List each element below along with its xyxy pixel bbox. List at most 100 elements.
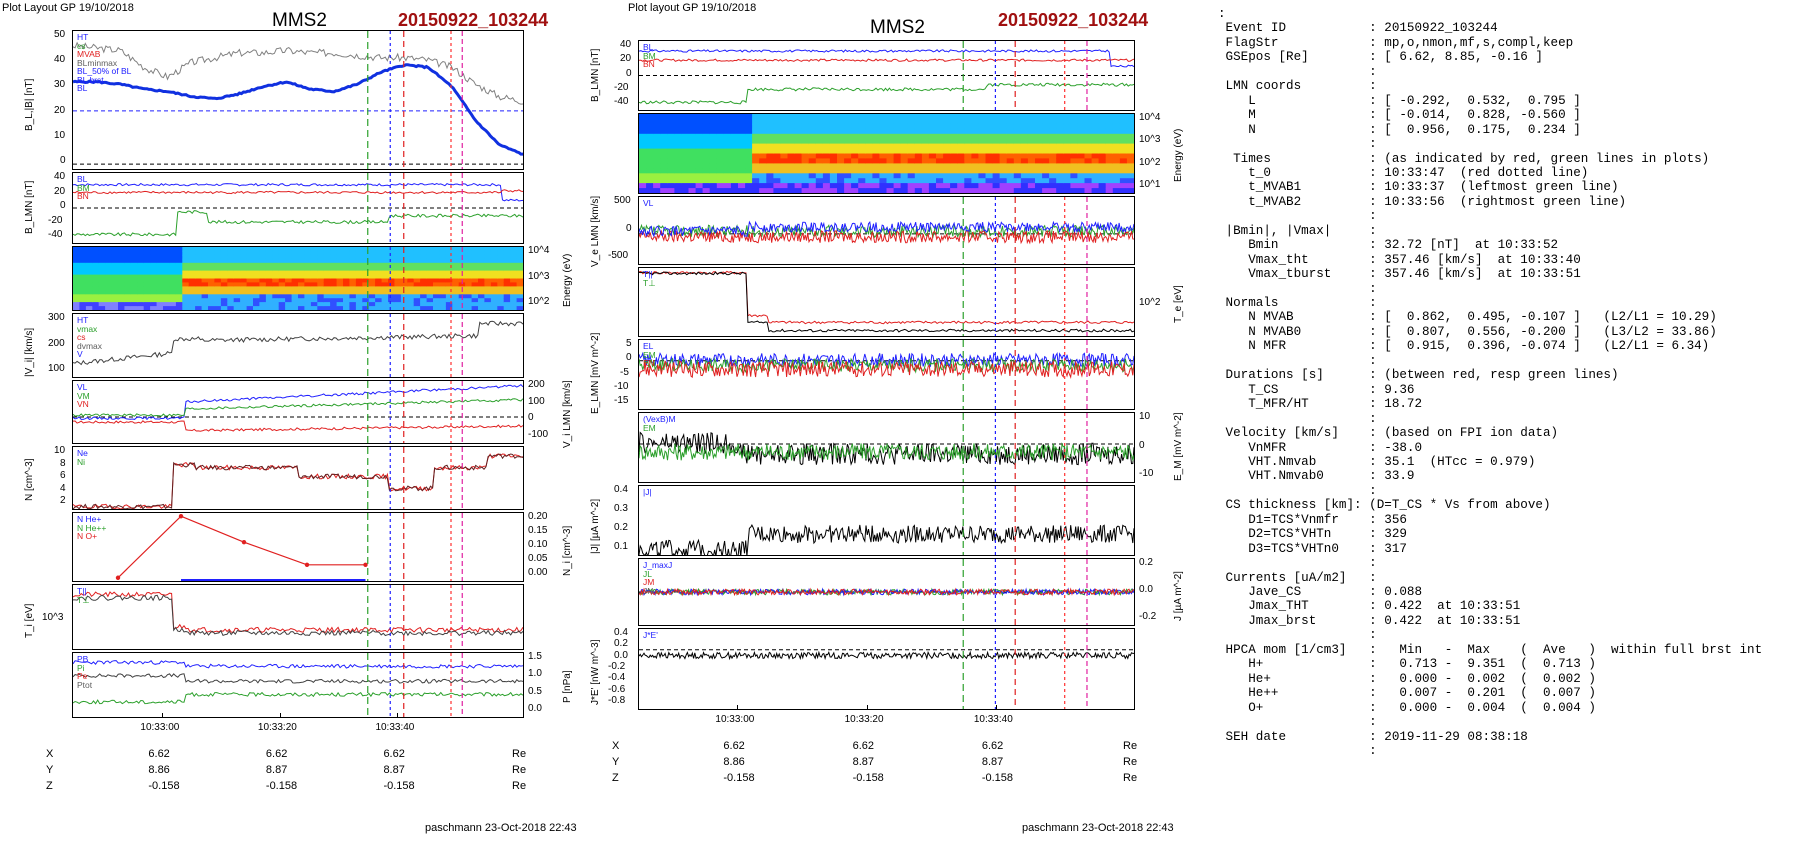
spectrogram-cell	[150, 270, 158, 276]
spectrogram-cell	[851, 138, 859, 145]
spectrogram-cell	[999, 133, 1008, 140]
spectrogram-cell	[349, 266, 357, 272]
spectrogram-cell	[400, 282, 408, 287]
spectrogram-cell	[516, 282, 523, 287]
spectrogram-cell	[957, 188, 965, 193]
spectrogram-cell	[278, 274, 286, 280]
spectrogram-cell	[858, 173, 866, 179]
spectrogram-cell	[169, 258, 177, 264]
spectrogram-cell	[759, 133, 767, 140]
spectrogram-cell	[362, 306, 370, 310]
spectrogram-cell	[143, 302, 151, 307]
spectrogram-cell	[1119, 133, 1128, 140]
left_plot-panel-Ni: N He+ N He++ N O+	[72, 512, 524, 582]
spectrogram-cell	[169, 266, 177, 272]
spectrogram-cell	[471, 306, 479, 310]
spectrogram-cell	[1119, 138, 1128, 145]
spectrogram-cell	[829, 183, 838, 189]
spectrogram-cell	[220, 262, 228, 268]
spectrogram-cell	[1063, 178, 1071, 184]
spectrogram-cell	[1020, 114, 1029, 120]
spectrogram-cell	[188, 298, 196, 303]
right_plot-BLMN-ytick: -20	[614, 81, 629, 93]
spectrogram-cell	[1063, 188, 1071, 193]
spectrogram-cell	[343, 266, 350, 272]
spectrogram-cell	[992, 114, 1001, 120]
spectrogram-cell	[829, 178, 838, 184]
spectrogram-cell	[471, 278, 479, 283]
spectrogram-cell	[844, 153, 852, 159]
spectrogram-cell	[702, 148, 711, 155]
spectrogram-cell	[156, 278, 164, 283]
spectrogram-cell	[950, 118, 958, 125]
spectrogram-cell	[310, 302, 318, 307]
spectrogram-cell	[1035, 114, 1043, 120]
spectrogram-cell	[291, 282, 299, 287]
spectrogram-cell	[801, 178, 810, 184]
spectrogram-cell	[1020, 133, 1029, 140]
right_plot-E-ytick: -5	[620, 366, 629, 378]
spectrogram-cell	[92, 254, 100, 260]
spectrogram-cell	[375, 278, 383, 283]
spectrogram-cell	[420, 298, 428, 303]
spectrogram-cell	[1049, 173, 1057, 179]
spectrogram-cell	[188, 302, 196, 307]
spectrogram-cell	[343, 254, 350, 260]
spectrogram-cell	[787, 168, 796, 174]
spectrogram-cell	[1119, 168, 1128, 174]
right_plot-xtick: 10:33:20	[844, 714, 884, 725]
spectrogram-cell	[426, 270, 434, 276]
spectrogram-cell	[957, 118, 965, 125]
spectrogram-cell	[1091, 178, 1100, 184]
spectrogram-cell	[355, 306, 363, 310]
right_plot-panel-JE: J*E'	[638, 628, 1135, 710]
spectrogram-cell	[471, 247, 479, 252]
spectrogram-cell	[510, 254, 518, 260]
spectrogram-cell	[837, 158, 845, 164]
info-line: :	[1218, 7, 1226, 21]
spectrogram-cell	[914, 138, 923, 145]
spectrogram-cell	[921, 138, 930, 145]
spectrogram-cell	[124, 247, 132, 252]
spectrogram-cell	[208, 282, 215, 287]
left_plot-N-ytick: 6	[60, 470, 66, 481]
spectrogram-cell	[330, 282, 338, 287]
spectrogram-cell	[900, 163, 909, 169]
spectrogram-cell	[872, 114, 881, 120]
spectrogram-cell	[214, 258, 222, 264]
spectrogram-cell	[1035, 168, 1043, 174]
spectrogram-cell	[978, 183, 987, 189]
spectrogram-cell	[265, 282, 273, 287]
spectrogram-cell	[330, 286, 338, 291]
spectrogram-cell	[433, 294, 440, 299]
spectrogram-cell	[1056, 178, 1064, 184]
info-line: SEH date : 2019-11-29 08:38:18	[1218, 729, 1528, 744]
spectrogram-cell	[999, 118, 1008, 125]
spectrogram-cell	[137, 290, 145, 295]
spectrogram-cell	[667, 123, 675, 130]
spectrogram-cell	[336, 306, 344, 310]
spectrogram-cell	[1126, 178, 1134, 184]
spectrogram-cell	[336, 262, 344, 268]
spectrogram-cell	[943, 158, 951, 164]
spectrogram-cell	[808, 138, 817, 145]
spectrogram-cell	[879, 148, 888, 155]
spectrogram-cell	[653, 148, 661, 155]
spectrogram-cell	[137, 266, 145, 272]
spectrogram-cell	[490, 290, 498, 295]
left_plot-B-ytick: 30	[54, 79, 66, 91]
spectrogram-cell	[85, 247, 93, 252]
spectrogram-cell	[1119, 128, 1128, 135]
spectrogram-cell	[865, 153, 873, 159]
spectrogram-cell	[452, 290, 460, 295]
spectrogram-cell	[169, 282, 177, 287]
spectrogram-cell	[681, 178, 690, 184]
spectrogram-cell	[964, 183, 972, 189]
spectrogram-cell	[858, 143, 866, 150]
spectrogram-cell	[497, 302, 505, 307]
spectrogram-cell	[773, 118, 782, 125]
spectrogram-cell	[246, 262, 254, 268]
spectrogram-cell	[730, 168, 739, 174]
spectrogram-cell	[1105, 143, 1114, 150]
spectrogram-cell	[182, 250, 190, 256]
